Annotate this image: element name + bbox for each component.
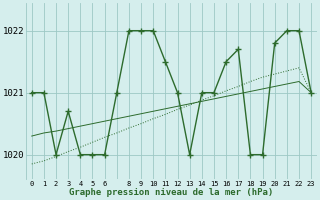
X-axis label: Graphe pression niveau de la mer (hPa): Graphe pression niveau de la mer (hPa): [69, 188, 274, 197]
